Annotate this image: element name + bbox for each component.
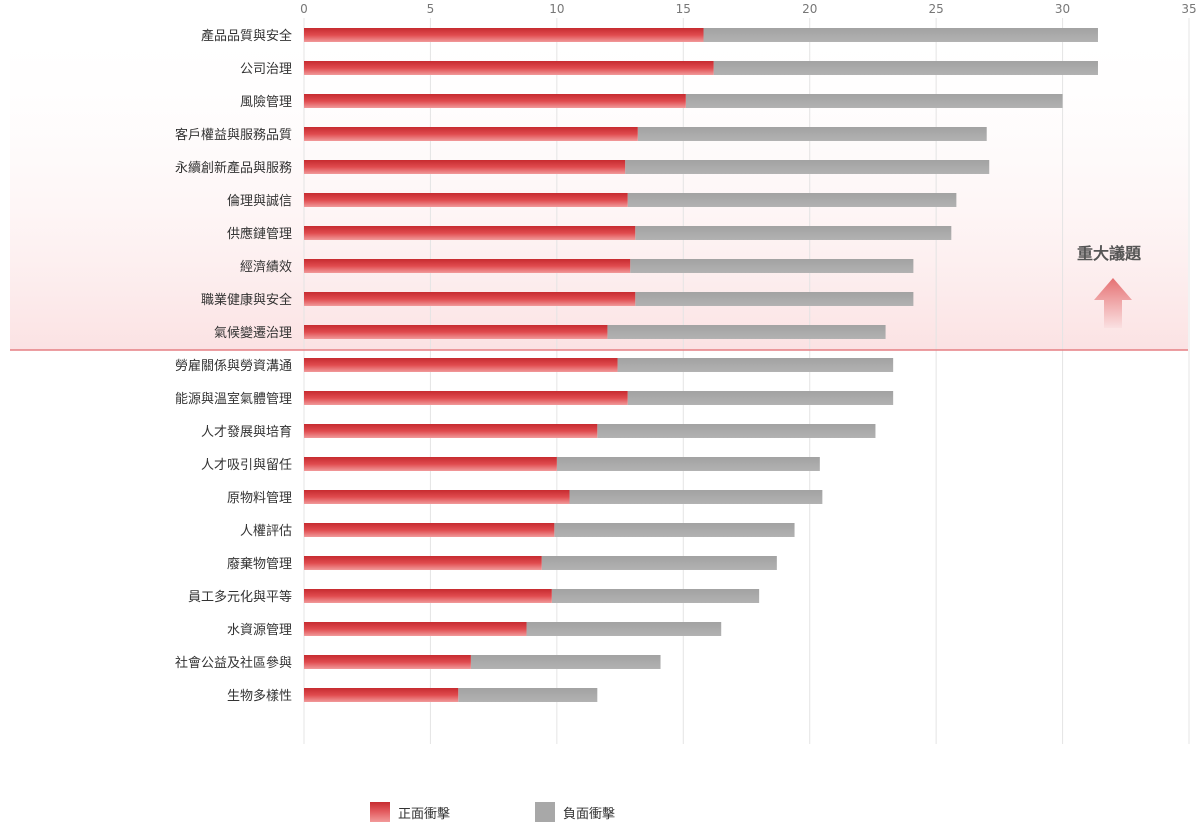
legend-swatch-negative — [535, 802, 555, 822]
positive-impact-bar — [304, 655, 471, 669]
positive-impact-bar — [304, 622, 527, 636]
positive-impact-bar — [304, 325, 608, 339]
material-topics-label: 重大議題 — [1077, 244, 1142, 263]
category-label: 供應鏈管理 — [227, 226, 292, 242]
negative-impact-bar — [458, 688, 598, 702]
category-label: 廢棄物管理 — [227, 557, 292, 572]
positive-impact-bar — [304, 556, 542, 570]
negative-impact-bar — [635, 226, 952, 240]
category-label: 客戶權益與服務品質 — [175, 127, 292, 143]
x-tick-label: 15 — [676, 2, 691, 16]
x-tick-label: 35 — [1181, 2, 1196, 16]
legend-label-positive: 正面衝擊 — [398, 806, 451, 822]
positive-impact-bar — [304, 292, 636, 306]
category-label: 永續創新產品與服務 — [175, 160, 292, 176]
category-label: 公司治理 — [240, 62, 292, 77]
negative-impact-bar — [713, 61, 1098, 75]
negative-impact-bar — [569, 490, 823, 504]
positive-impact-bar — [304, 490, 570, 504]
x-tick-label: 30 — [1055, 2, 1070, 16]
category-label: 人權評估 — [240, 524, 292, 539]
positive-impact-bar — [304, 127, 638, 141]
category-label: 產品品質與安全 — [201, 28, 292, 44]
negative-impact-bar — [635, 292, 914, 306]
positive-impact-bar — [304, 28, 704, 42]
legend-item-negative: 負面衝擊 — [535, 802, 615, 822]
negative-impact-bar — [617, 358, 894, 372]
negative-impact-bar — [630, 259, 914, 273]
category-label: 經濟績效 — [240, 259, 292, 275]
positive-impact-bar — [304, 457, 557, 471]
x-tick-label: 20 — [802, 2, 817, 16]
x-tick-label: 25 — [929, 2, 944, 16]
negative-impact-bar — [627, 193, 957, 207]
category-labels: 產品品質與安全公司治理風險管理客戶權益與服務品質永續創新產品與服務倫理與誠信供應… — [175, 28, 292, 704]
category-label: 勞雇關係與勞資溝通 — [175, 358, 292, 374]
negative-impact-bar — [637, 127, 987, 141]
category-label: 員工多元化與平等 — [188, 589, 292, 605]
negative-impact-bar — [597, 424, 876, 438]
x-tick-label: 10 — [549, 2, 564, 16]
positive-impact-bar — [304, 424, 598, 438]
positive-impact-bar — [304, 61, 714, 75]
positive-impact-bar — [304, 259, 631, 273]
legend-item-positive: 正面衝擊 — [370, 802, 450, 822]
negative-impact-bar — [551, 589, 760, 603]
negative-impact-bar — [541, 556, 777, 570]
category-label: 人才吸引與留任 — [201, 458, 292, 473]
bars — [304, 28, 1098, 702]
legend-label-negative: 負面衝擊 — [563, 806, 616, 822]
x-tick-label: 0 — [300, 2, 308, 16]
category-label: 人才發展與培育 — [201, 424, 292, 440]
negative-impact-bar — [703, 28, 1098, 42]
positive-impact-bar — [304, 226, 636, 240]
negative-impact-bar — [627, 391, 894, 405]
positive-impact-bar — [304, 589, 552, 603]
category-label: 能源與溫室氣體管理 — [175, 391, 292, 407]
category-label: 水資源管理 — [227, 623, 292, 638]
category-label: 原物料管理 — [227, 491, 292, 506]
category-label: 職業健康與安全 — [201, 292, 292, 308]
positive-impact-bar — [304, 94, 686, 108]
category-label: 風險管理 — [240, 95, 292, 110]
category-label: 生物多樣性 — [227, 688, 292, 704]
positive-impact-bar — [304, 391, 628, 405]
negative-impact-bar — [685, 94, 1063, 108]
negative-impact-bar — [554, 523, 795, 537]
positive-impact-bar — [304, 688, 459, 702]
legend-swatch-positive — [370, 802, 390, 822]
category-label: 社會公益及社區參與 — [175, 655, 292, 671]
negative-impact-bar — [556, 457, 820, 471]
positive-impact-bar — [304, 523, 555, 537]
negative-impact-bar — [526, 622, 722, 636]
negative-impact-bar — [470, 655, 661, 669]
positive-impact-bar — [304, 358, 618, 372]
x-axis-ticks: 0 5 10 15 20 25 30 35 — [300, 2, 1196, 16]
positive-impact-bar — [304, 160, 626, 174]
negative-impact-bar — [607, 325, 886, 339]
x-tick-label: 5 — [427, 2, 435, 16]
positive-impact-bar — [304, 193, 628, 207]
up-arrow-icon — [1094, 278, 1132, 328]
negative-impact-bar — [625, 160, 990, 174]
category-label: 倫理與誠信 — [227, 194, 292, 209]
category-label: 氣候變遷治理 — [214, 325, 292, 341]
